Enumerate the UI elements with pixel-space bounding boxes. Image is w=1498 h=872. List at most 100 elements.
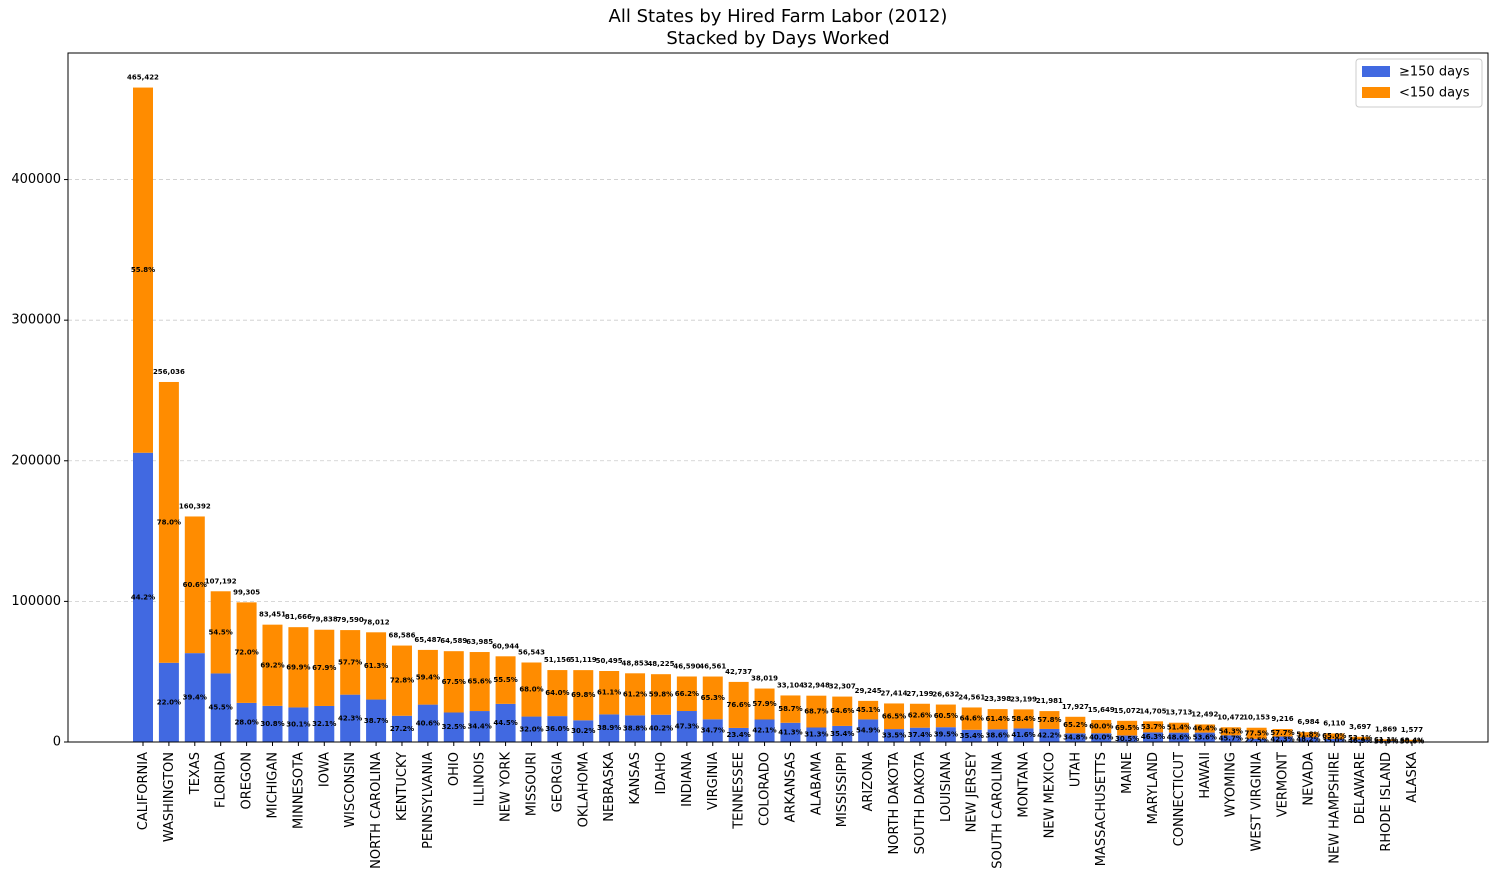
pct-label-lt150: 69.4%	[1400, 737, 1424, 745]
pct-label-ge150: 42.2%	[1037, 731, 1061, 739]
x-tick-label: MAINE	[1120, 752, 1135, 794]
x-tick-label: PENNSYLVANIA	[421, 752, 436, 849]
x-tick-label: NORTH CAROLINA	[369, 752, 384, 869]
pct-label-lt150: 53.1%	[1348, 734, 1372, 742]
x-tick-label: WASHINGTON	[162, 752, 177, 842]
total-label: 46,590	[673, 662, 700, 670]
pct-label-ge150: 35.4%	[830, 730, 854, 738]
bar-lt150	[599, 670, 620, 715]
bar-lt150	[469, 652, 490, 712]
x-tick-label: NORTH DAKOTA	[887, 752, 902, 855]
pct-label-ge150: 38.6%	[985, 732, 1009, 740]
bar-lt150	[728, 681, 749, 728]
pct-label-ge150: 38.9%	[1374, 737, 1398, 745]
bar-lt150	[366, 632, 387, 700]
bar-lt150	[314, 629, 335, 706]
x-tick-label: KENTUCKY	[395, 752, 410, 821]
bar-ge150	[469, 711, 490, 742]
x-tick-label: MONTANA	[1017, 752, 1032, 818]
pct-label-ge150: 30.5%	[1115, 735, 1139, 743]
pct-label-lt150: 57.9%	[752, 700, 776, 708]
bar-ge150	[340, 694, 361, 742]
x-tick-label: TEXAS	[188, 752, 203, 795]
pct-label-lt150: 54.5%	[209, 628, 233, 636]
pct-label-ge150: 48.6%	[1167, 733, 1191, 741]
pct-label-ge150: 40.2%	[649, 724, 673, 732]
pct-label-ge150: 34.7%	[701, 727, 725, 735]
bar-lt150	[935, 704, 956, 728]
pct-label-lt150: 45.1%	[856, 706, 880, 714]
pct-label-ge150: 32.1%	[312, 720, 336, 728]
x-tick-label: MISSOURI	[524, 752, 539, 816]
x-tick-label: CONNECTICUT	[1172, 752, 1187, 846]
pct-label-lt150: 61.1%	[597, 689, 621, 697]
pct-label-lt150: 64.6%	[960, 715, 984, 723]
pct-label-ge150: 37.4%	[908, 731, 932, 739]
pct-label-lt150: 51.8%	[1296, 731, 1320, 739]
x-tick-label: NEBRASKA	[602, 752, 617, 822]
total-label: 160,392	[179, 502, 211, 510]
y-tick-label: 300000	[11, 313, 61, 328]
total-label: 65,487	[414, 636, 441, 644]
bar-ge150	[547, 716, 568, 742]
bar-ge150	[858, 719, 879, 742]
total-label: 21,981	[1036, 697, 1063, 705]
bar-ge150	[1117, 735, 1138, 742]
total-label: 3,697	[1349, 723, 1371, 731]
bar-lt150	[1143, 721, 1164, 733]
total-label: 10,153	[1243, 714, 1270, 722]
x-tick-label: OKLAHOMA	[576, 752, 591, 827]
x-tick-label: LOUISIANA	[939, 752, 954, 822]
bar-ge150	[314, 705, 335, 742]
pct-label-lt150: 61.2%	[623, 690, 647, 698]
pct-label-lt150: 55.5%	[493, 676, 517, 684]
bar-lt150	[1194, 724, 1215, 733]
pct-label-lt150: 60.5%	[934, 712, 958, 720]
bar-lt150	[1168, 722, 1189, 733]
x-tick-label: WYOMING	[1224, 752, 1239, 817]
bar-ge150	[158, 662, 179, 742]
bar-lt150	[573, 670, 594, 721]
chart-title: All States by Hired Farm Labor (2012)	[609, 6, 948, 27]
pct-label-ge150: 40.0%	[1089, 734, 1113, 742]
bar-lt150	[676, 676, 697, 712]
bar-ge150	[806, 727, 827, 742]
bar-labels: 465,422 44.2% 55.8% 256,036 22.0% 78.0% 160,39…	[127, 74, 1424, 746]
pct-label-ge150: 38.9%	[597, 724, 621, 732]
bar-lt150	[1117, 720, 1138, 736]
x-tick-label: KANSAS	[628, 752, 643, 805]
pct-label-lt150: 69.8%	[571, 691, 595, 699]
x-tick-label: ILLINOIS	[473, 752, 488, 806]
legend-swatch-ge150	[1362, 66, 1390, 77]
bar-ge150	[1272, 736, 1293, 742]
bar-lt150	[625, 673, 646, 716]
pct-label-ge150: 46.9%	[1348, 737, 1372, 745]
bar-ge150	[1194, 732, 1215, 742]
pct-label-ge150: 46.3%	[1141, 733, 1165, 741]
total-label: 256,036	[153, 368, 185, 376]
total-label: 14,705	[1140, 707, 1167, 715]
x-tick-label: INDIANA	[680, 752, 695, 807]
pct-label-lt150: 59.8%	[649, 690, 673, 698]
total-label: 79,590	[337, 616, 364, 624]
pct-label-lt150: 58.7%	[778, 705, 802, 713]
x-tick-label: NEVADA	[1301, 752, 1316, 806]
bar-ge150	[1039, 728, 1060, 742]
total-label: 48,225	[647, 660, 674, 668]
x-tick-label: IDAHO	[654, 752, 669, 795]
total-label: 64,589	[440, 637, 467, 645]
pct-label-lt150: 51.4%	[1167, 724, 1191, 732]
x-tick-label: UTAH	[1068, 752, 1083, 787]
x-tick-label: HAWAII	[1198, 752, 1213, 799]
bar-lt150	[832, 696, 853, 726]
bar-lt150	[1402, 739, 1422, 742]
bar-ge150	[1065, 733, 1086, 742]
pct-label-lt150: 53.7%	[1141, 723, 1165, 731]
bar-ge150	[1246, 738, 1267, 742]
bar-ge150	[288, 707, 309, 742]
pct-label-ge150: 35.0%	[1322, 736, 1346, 744]
pct-label-ge150: 42.3%	[338, 714, 362, 722]
bar-ge150	[417, 704, 438, 742]
pct-label-ge150: 42.1%	[752, 727, 776, 735]
